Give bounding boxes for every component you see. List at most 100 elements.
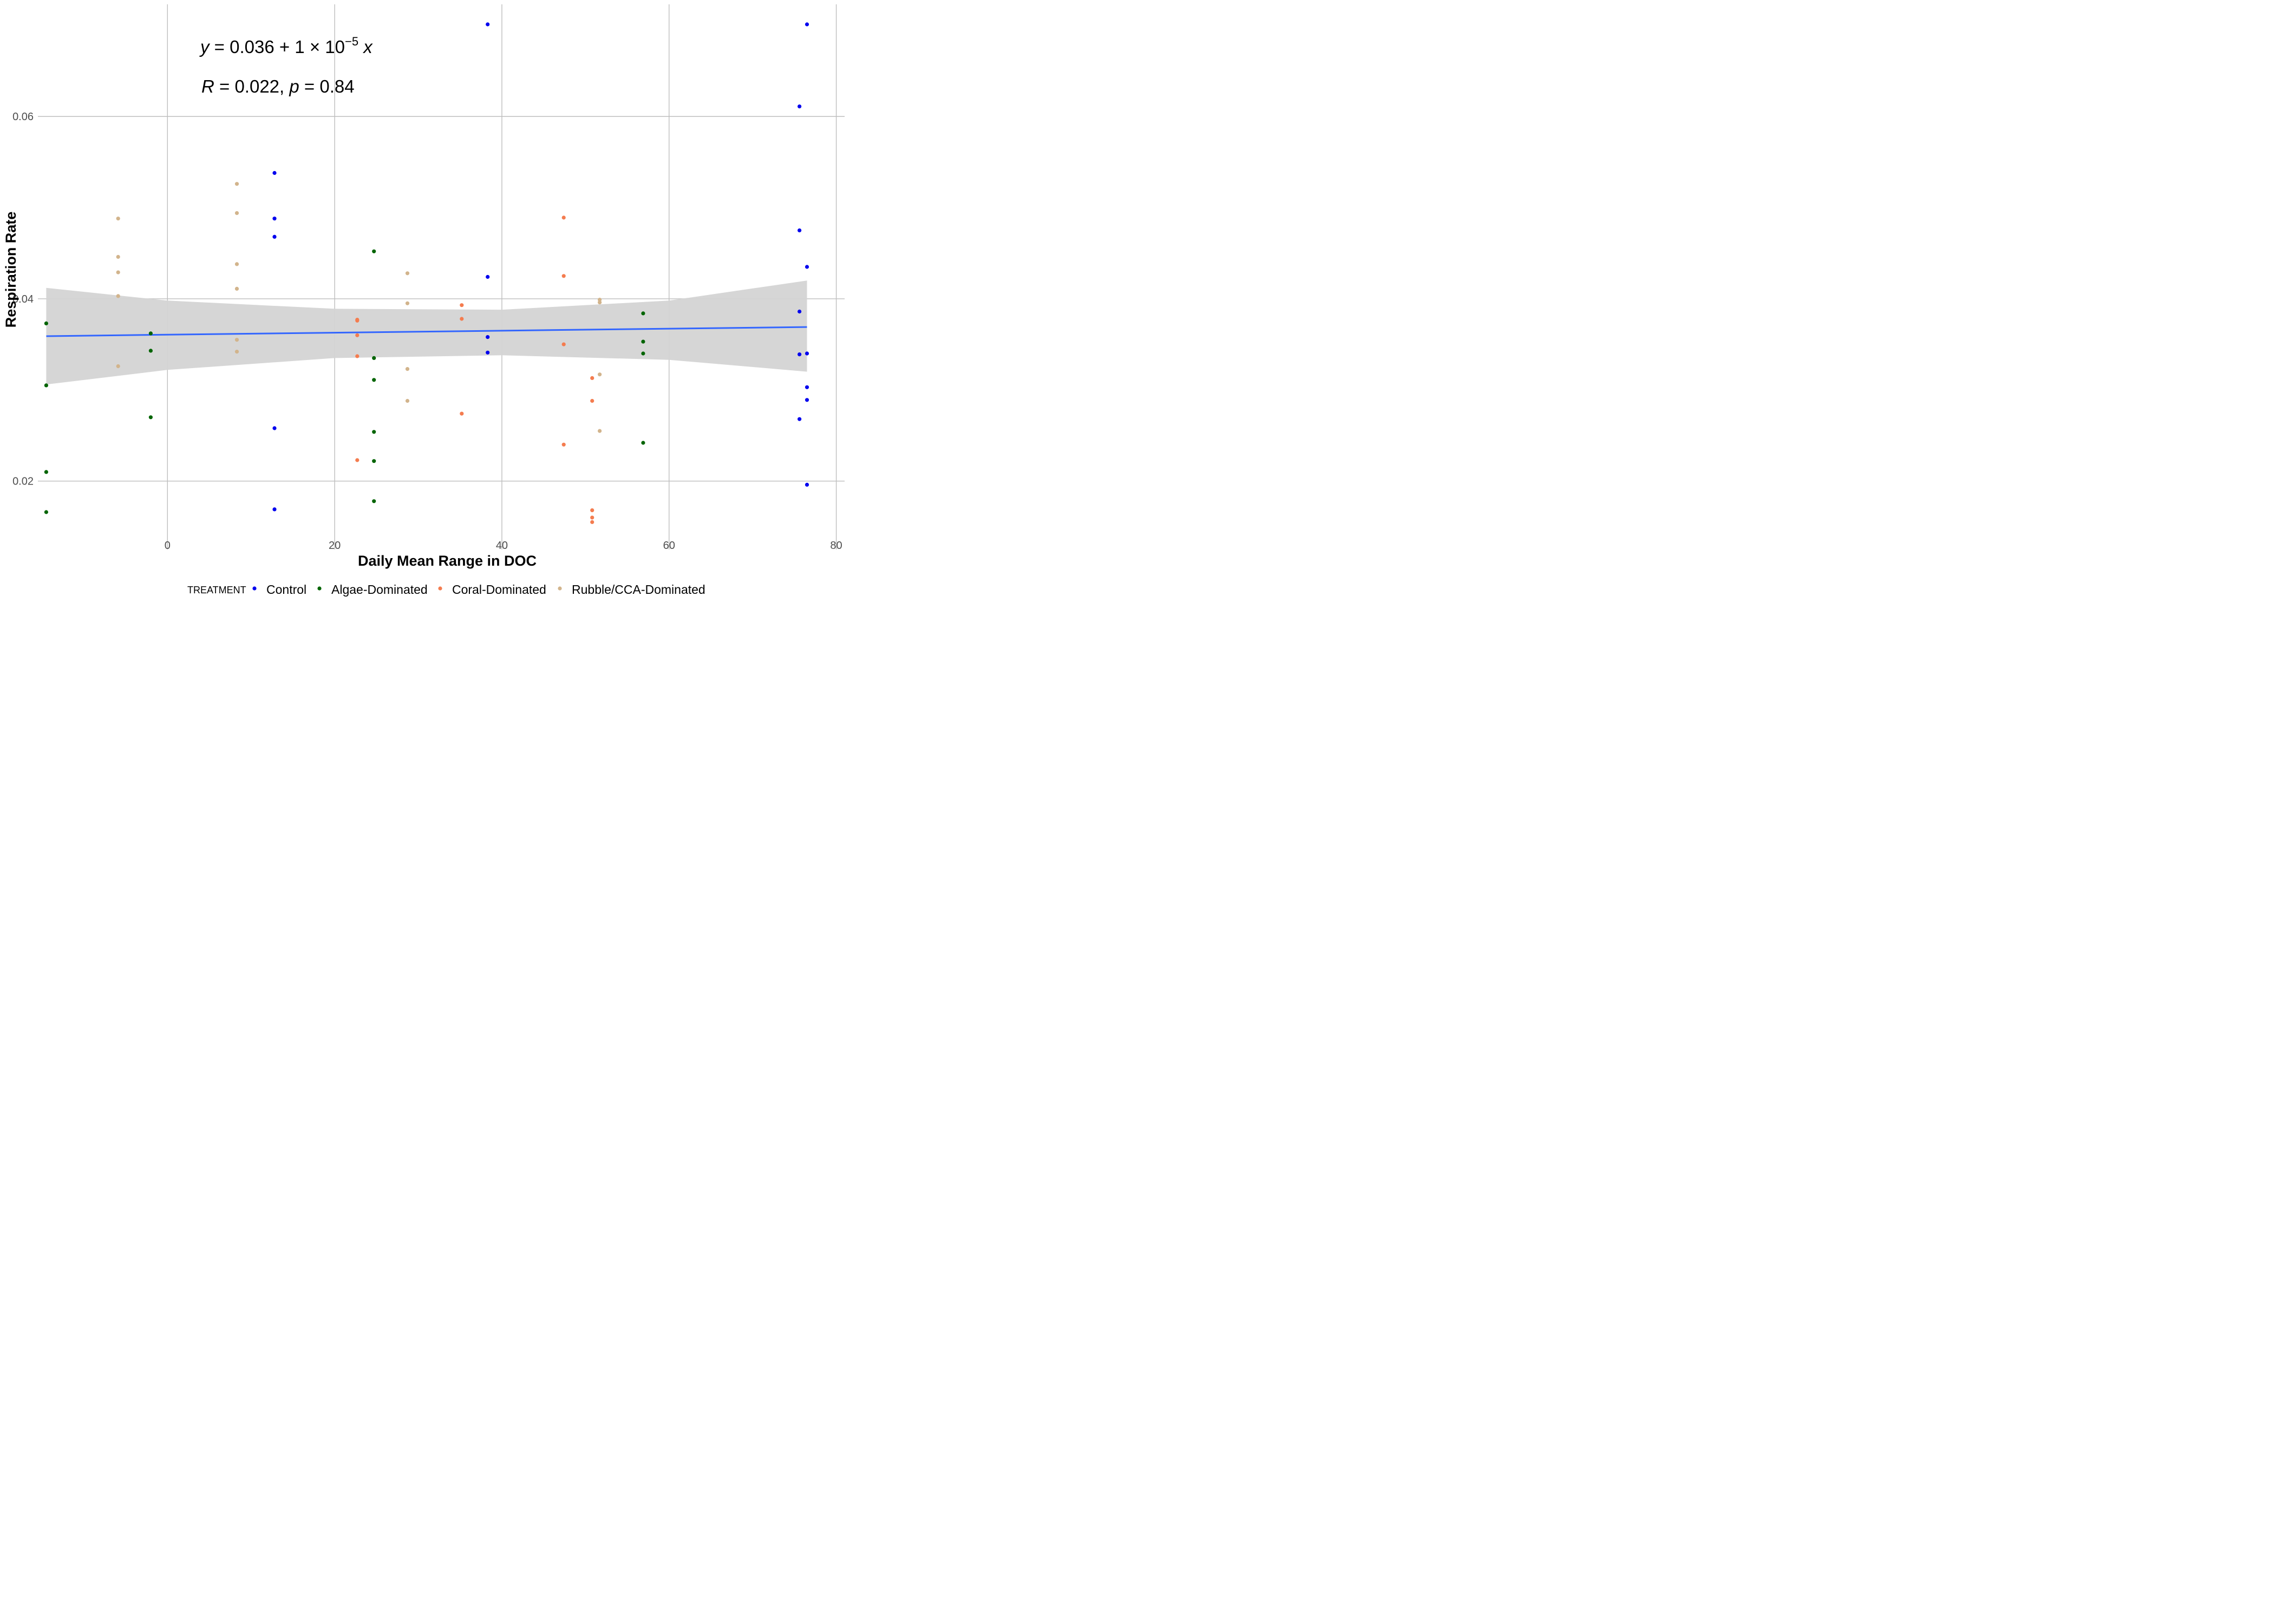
regression-equation: y = 0.036 + 1 × 10−5 x (199, 35, 373, 57)
point-control (486, 22, 490, 27)
point-algae-dominated (148, 349, 153, 353)
stats-p-value: = 0.84 (299, 76, 355, 96)
point-algae-dominated (44, 470, 48, 474)
eq-x-symbol: x (358, 37, 373, 57)
point-control (805, 22, 809, 27)
legend-key-control (252, 586, 257, 591)
point-algae-dominated (148, 415, 153, 420)
scatter-chart: 0 20 40 60 80 0.02 0.04 0.06 y = 0.036 + 1 × 10… (3, 4, 845, 597)
stats-r-value: = 0.022, (214, 76, 290, 96)
point-control (805, 385, 809, 389)
legend-title: TREATMENT (187, 585, 246, 595)
stats-p-symbol: p (289, 76, 299, 96)
stats-r-symbol: R (201, 76, 214, 96)
eq-y-symbol: y (199, 37, 211, 57)
point-rubble-cca-dominated (116, 270, 120, 274)
correlation-stats: R = 0.022, p = 0.84 (201, 76, 355, 96)
point-control (805, 398, 809, 402)
point-rubble-cca-dominated (234, 350, 239, 354)
point-control (798, 417, 802, 421)
point-rubble-cca-dominated (598, 429, 602, 433)
y-tick-label: 0.02 (12, 476, 34, 488)
point-rubble-cca-dominated (116, 217, 120, 221)
point-rubble-cca-dominated (405, 367, 410, 371)
point-rubble-cca-dominated (234, 182, 239, 186)
point-control (272, 234, 277, 239)
legend-label-control: Control (266, 582, 306, 597)
grid-lines (38, 4, 845, 549)
legend-label-algae-dominated: Algae-Dominated (331, 582, 428, 597)
x-tick-label: 80 (830, 540, 842, 552)
eq-body: = 0.036 + 1 × 10 (210, 37, 345, 57)
point-coral-dominated (460, 411, 464, 416)
point-coral-dominated (590, 398, 594, 403)
point-coral-dominated (590, 520, 594, 525)
y-axis-title: Respiration Rate (3, 212, 19, 328)
point-rubble-cca-dominated (234, 262, 239, 266)
point-algae-dominated (148, 331, 153, 336)
data-points (44, 22, 809, 525)
point-algae-dominated (44, 383, 48, 388)
legend: TREATMENT Control Algae-Dominated Coral-Do… (187, 582, 705, 597)
point-rubble-cca-dominated (116, 254, 120, 259)
point-coral-dominated (355, 318, 360, 323)
point-coral-dominated (561, 274, 566, 278)
point-control (805, 351, 809, 356)
legend-key-algae-dominated (317, 586, 322, 591)
legend-key-rubble-cca-dominated (558, 586, 562, 591)
point-algae-dominated (641, 339, 645, 344)
legend-label-rubble-cca-dominated: Rubble/CCA-Dominated (572, 582, 705, 597)
point-coral-dominated (590, 376, 594, 381)
point-control (272, 426, 277, 430)
point-algae-dominated (641, 311, 645, 316)
point-coral-dominated (590, 515, 594, 520)
point-rubble-cca-dominated (234, 338, 239, 342)
point-rubble-cca-dominated (234, 211, 239, 215)
point-control (798, 104, 802, 109)
point-rubble-cca-dominated (116, 294, 120, 298)
x-tick-label: 60 (663, 540, 675, 552)
confidence-band (46, 280, 807, 385)
y-tick-label: 0.06 (12, 111, 34, 123)
x-tick-label: 20 (329, 540, 341, 552)
point-coral-dominated (460, 303, 464, 307)
point-coral-dominated (355, 333, 360, 337)
point-control (798, 228, 802, 233)
point-algae-dominated (372, 459, 376, 463)
point-coral-dominated (561, 215, 566, 220)
point-control (486, 350, 490, 355)
point-control (486, 335, 490, 339)
point-algae-dominated (372, 430, 376, 434)
point-control (798, 352, 802, 357)
point-rubble-cca-dominated (405, 398, 410, 403)
confidence-band-area (46, 280, 807, 385)
point-control (798, 309, 802, 314)
point-rubble-cca-dominated (598, 298, 602, 302)
point-rubble-cca-dominated (116, 364, 120, 369)
point-algae-dominated (372, 249, 376, 253)
point-coral-dominated (355, 354, 360, 358)
point-rubble-cca-dominated (405, 301, 410, 305)
point-algae-dominated (372, 378, 376, 382)
point-rubble-cca-dominated (598, 300, 602, 305)
x-tick-label: 0 (165, 540, 171, 552)
point-coral-dominated (355, 458, 360, 462)
point-coral-dominated (561, 442, 566, 447)
point-control (272, 171, 277, 175)
x-tick-label: 40 (496, 540, 508, 552)
point-algae-dominated (641, 351, 645, 356)
point-coral-dominated (561, 342, 566, 346)
point-algae-dominated (641, 441, 645, 445)
point-algae-dominated (372, 499, 376, 503)
point-control (805, 482, 809, 487)
point-control (272, 507, 277, 512)
point-rubble-cca-dominated (598, 372, 602, 377)
legend-label-coral-dominated: Coral-Dominated (452, 582, 546, 597)
regression-line (46, 326, 807, 337)
point-coral-dominated (460, 317, 464, 321)
legend-key-coral-dominated (438, 586, 442, 591)
y-tick-label: 0.04 (12, 293, 34, 305)
eq-exponent: −5 (345, 35, 358, 48)
point-algae-dominated (44, 510, 48, 514)
point-rubble-cca-dominated (405, 271, 410, 276)
